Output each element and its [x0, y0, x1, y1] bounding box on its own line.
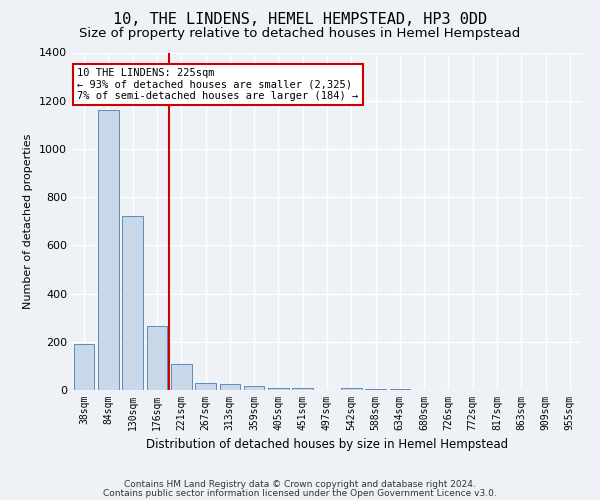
Bar	[122, 216, 143, 390]
Bar	[365, 389, 386, 390]
Bar	[220, 384, 240, 390]
Text: Contains HM Land Registry data © Crown copyright and database right 2024.: Contains HM Land Registry data © Crown c…	[124, 480, 476, 489]
Bar	[268, 388, 289, 390]
Bar	[98, 110, 119, 390]
Text: Size of property relative to detached houses in Hemel Hempstead: Size of property relative to detached ho…	[79, 28, 521, 40]
Bar	[146, 326, 167, 390]
Bar	[195, 383, 216, 390]
Text: 10, THE LINDENS, HEMEL HEMPSTEAD, HP3 0DD: 10, THE LINDENS, HEMEL HEMPSTEAD, HP3 0D…	[113, 12, 487, 28]
Bar	[292, 388, 313, 390]
Bar	[244, 386, 265, 390]
Bar	[341, 388, 362, 390]
Y-axis label: Number of detached properties: Number of detached properties	[23, 134, 34, 309]
X-axis label: Distribution of detached houses by size in Hemel Hempstead: Distribution of detached houses by size …	[146, 438, 508, 452]
Text: 10 THE LINDENS: 225sqm
← 93% of detached houses are smaller (2,325)
7% of semi-d: 10 THE LINDENS: 225sqm ← 93% of detached…	[77, 68, 358, 101]
Text: Contains public sector information licensed under the Open Government Licence v3: Contains public sector information licen…	[103, 489, 497, 498]
Bar	[171, 364, 191, 390]
Bar	[74, 344, 94, 390]
